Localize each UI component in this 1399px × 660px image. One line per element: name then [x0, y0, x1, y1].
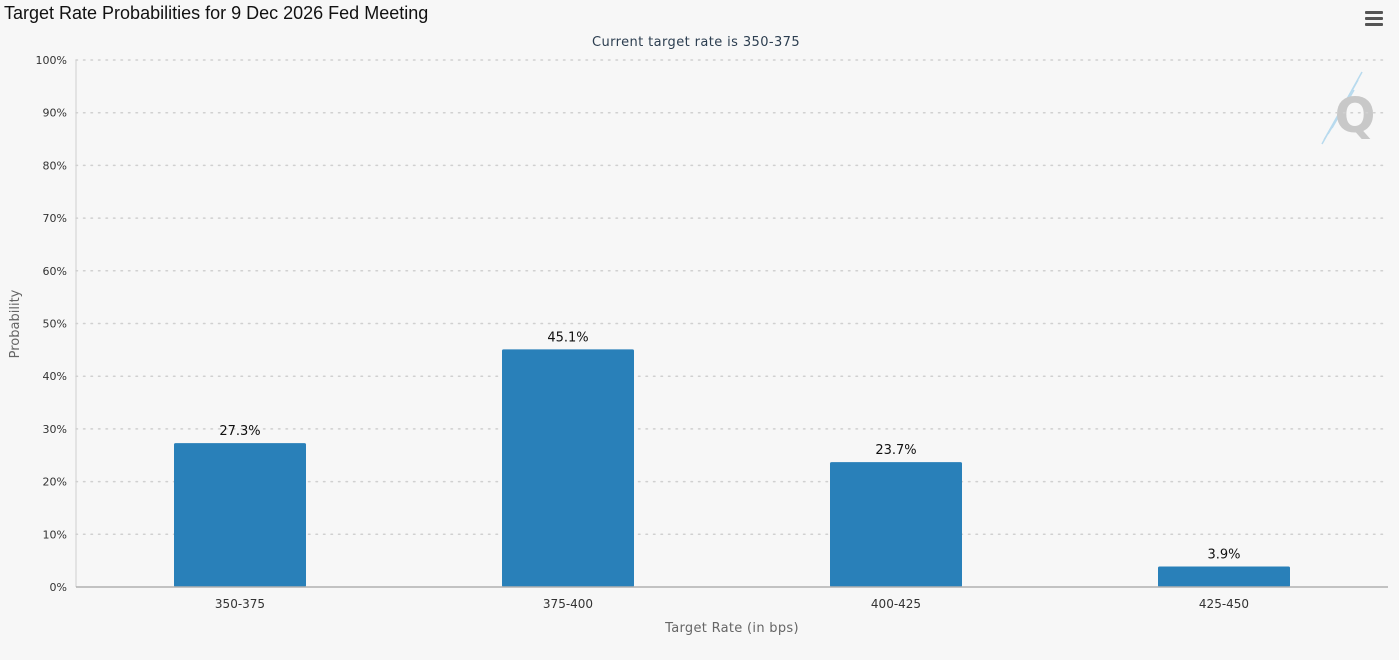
y-tick-label: 80%	[43, 159, 67, 172]
hamburger-menu-icon[interactable]	[1363, 9, 1385, 29]
bar[interactable]	[830, 462, 962, 587]
y-tick-label: 0%	[50, 581, 67, 594]
x-tick-label: 425-450	[1199, 597, 1249, 611]
page-title: Target Rate Probabilities for 9 Dec 2026…	[4, 3, 429, 23]
q-logo-icon: Q	[1321, 71, 1376, 145]
y-tick-label: 10%	[43, 528, 67, 541]
x-tick-label: 350-375	[215, 597, 265, 611]
y-tick-label: 100%	[36, 54, 67, 67]
data-labels: 27.3% 45.1% 23.7% 3.9%	[219, 330, 1240, 562]
y-tick-label: 60%	[43, 265, 67, 278]
y-tick-label: 70%	[43, 212, 67, 225]
y-tick-label: 30%	[43, 423, 67, 436]
x-tick-label: 375-400	[543, 597, 593, 611]
bar[interactable]	[174, 443, 306, 587]
y-axis-title: Probability	[8, 289, 23, 358]
data-label: 45.1%	[547, 330, 588, 345]
bar[interactable]	[502, 349, 634, 587]
bar[interactable]	[1158, 566, 1290, 587]
svg-text:Q: Q	[1335, 88, 1376, 144]
data-label: 27.3%	[219, 424, 260, 439]
x-axis-title: Target Rate (in bps)	[664, 621, 799, 636]
y-axis-ticks: 0% 10% 20% 30% 40% 50% 60% 70% 80% 90% 100%	[36, 54, 77, 594]
y-tick-label: 40%	[43, 370, 67, 383]
x-tick-label: 400-425	[871, 597, 921, 611]
data-label: 23.7%	[875, 443, 916, 458]
bar-series	[174, 349, 1290, 587]
chart-subtitle: Current target rate is 350-375	[592, 35, 800, 50]
x-axis-ticks: 350-375 375-400 400-425 425-450	[215, 597, 1249, 611]
y-tick-label: 20%	[43, 476, 67, 489]
y-tick-label: 90%	[43, 107, 67, 120]
data-label: 3.9%	[1207, 547, 1240, 562]
y-tick-label: 50%	[43, 318, 67, 331]
